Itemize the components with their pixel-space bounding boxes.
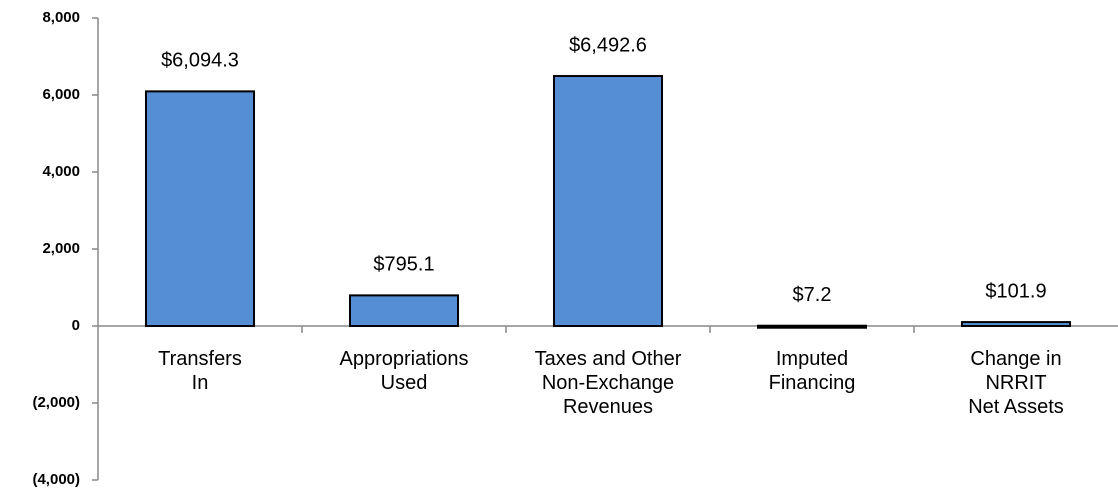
y-tick-label: 4,000 [42, 163, 80, 180]
y-tick-label: 0 [72, 317, 80, 334]
y-tick-label: (4,000) [32, 471, 80, 488]
x-tick-label: Change in NRRIT Net Assets [968, 348, 1064, 418]
y-tick-label: 8,000 [42, 9, 80, 26]
value-label: $7.2 [793, 284, 832, 306]
value-label: $6,492.6 [569, 34, 647, 56]
value-label: $6,094.3 [161, 50, 239, 72]
bar [757, 324, 867, 329]
x-tick-label: Appropriations Used [340, 348, 469, 394]
bar [349, 294, 459, 327]
y-tick-label: 2,000 [42, 240, 80, 257]
y-tick-label: (2,000) [32, 394, 80, 411]
x-tick-label: Imputed Financing [769, 348, 856, 394]
y-tick-label: 6,000 [42, 86, 80, 103]
bar [145, 90, 255, 328]
value-label: $101.9 [985, 280, 1046, 302]
value-label: $795.1 [373, 254, 434, 276]
bar [961, 321, 1071, 327]
x-tick-label: Taxes and Other Non-Exchange Revenues [535, 348, 682, 418]
x-tick-label: Transfers In [158, 348, 242, 394]
bar [553, 75, 663, 327]
